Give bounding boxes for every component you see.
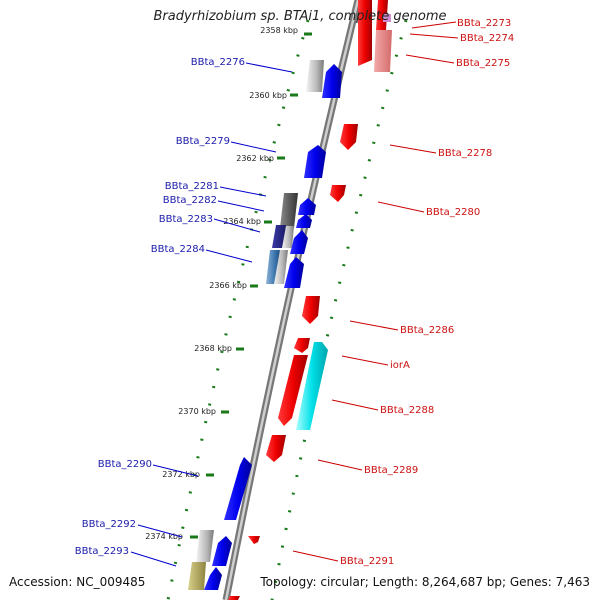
gene-bbta-2290-arrow[interactable]: [224, 457, 252, 520]
leader-line: [411, 21, 457, 29]
gene-small-pink-arrow[interactable]: [383, 14, 391, 22]
gene-label-bbta-2274[interactable]: BBta_2274: [460, 33, 514, 44]
gene-label-bbta-2282[interactable]: BBta_2282: [163, 195, 217, 206]
kbp-label: 2364 kbp: [223, 217, 261, 226]
outer-track-dots: [270, 19, 408, 600]
leader-line: [405, 54, 455, 64]
gene-bottom-partial-arrow[interactable]: [228, 596, 240, 600]
gene-label-iora[interactable]: iorA: [390, 360, 410, 371]
leader-line: [205, 249, 253, 263]
gene-bbta-2280-arrow[interactable]: [330, 185, 346, 202]
leader-line: [349, 320, 399, 331]
gene-label-bbta-2292[interactable]: BBta_2292: [82, 519, 136, 530]
gene-bbta-2276-arrow[interactable]: [322, 64, 342, 98]
kbp-label: 2362 kbp: [236, 154, 274, 163]
gene-label-bbta-2289[interactable]: BBta_2289: [364, 465, 418, 476]
leader-line: [389, 144, 437, 154]
gene-label-bbta-2283[interactable]: BBta_2283: [159, 214, 213, 225]
gene-bbta-2273-arrow[interactable]: [358, 0, 372, 66]
gene-bbta-2293-olive[interactable]: [188, 562, 206, 590]
leader-line: [341, 355, 389, 366]
kbp-label: 2372 kbp: [162, 470, 200, 479]
gene-bbta-2288-cyan-arrow[interactable]: [296, 342, 328, 430]
gene-bbta-2275-arrow[interactable]: [374, 30, 392, 72]
gene-bbta-2278-arrow[interactable]: [340, 124, 358, 150]
gene-bbta-2284-gray[interactable]: [274, 250, 288, 284]
leader-line: [317, 459, 363, 471]
gene-bbta-2284-arrow[interactable]: [284, 257, 304, 288]
kbp-label: 2368 kbp: [194, 344, 232, 353]
gene-label-bbta-2275[interactable]: BBta_2275: [456, 58, 510, 69]
leader-line: [217, 200, 265, 212]
gene-label-bbta-2281[interactable]: BBta_2281: [165, 181, 219, 192]
gene-label-bbta-2288[interactable]: BBta_2288: [380, 405, 434, 416]
gene-bbta-2286-arrow[interactable]: [302, 296, 320, 324]
map-title: Bradyrhizobium sp. BTAi1, complete genom…: [153, 9, 447, 24]
leader-line: [152, 464, 199, 477]
leader-line: [409, 33, 459, 39]
accession-text: Accession: NC_009485: [9, 575, 146, 589]
leader-line: [245, 62, 293, 73]
gene-bbta-2283-gray[interactable]: [282, 226, 294, 248]
gene-bbta-2289-arrow[interactable]: [266, 435, 286, 462]
gene-bbta-2292-arrow[interactable]: [212, 536, 232, 566]
kbp-label: 2370 kbp: [178, 407, 216, 416]
gene-bbta-2276-gray[interactable]: [306, 60, 324, 92]
kbp-label: 2358 kbp: [260, 26, 298, 35]
leader-line: [331, 399, 379, 411]
gene-bbta-2283b-arrow[interactable]: [290, 230, 308, 254]
gene-label-bbta-2286[interactable]: BBta_2286: [400, 325, 454, 336]
gene-bbta-2282-arrow[interactable]: [298, 198, 316, 215]
leader-line: [130, 551, 177, 567]
gene-bbta-2283-arrow[interactable]: [296, 214, 312, 228]
gene-bbta-2283-navy[interactable]: [272, 225, 286, 248]
gene-label-bbta-2290[interactable]: BBta_2290: [98, 459, 152, 470]
leader-line: [213, 218, 261, 233]
gene-label-bbta-2273[interactable]: BBta_2273: [457, 18, 511, 29]
gene-label-bbta-2293[interactable]: BBta_2293: [75, 546, 129, 557]
gene-label-bbta-2280[interactable]: BBta_2280: [426, 207, 480, 218]
gene-bbta-2288-red-arrow[interactable]: [278, 355, 308, 426]
topology-text: Topology: circular; Length: 8,264,687 bp…: [260, 575, 590, 589]
gene-label-bbta-2276[interactable]: BBta_2276: [191, 57, 245, 68]
leader-line: [230, 141, 277, 153]
kbp-ticks: [190, 32, 312, 539]
gene-bbta-2292-gray[interactable]: [196, 530, 214, 562]
gene-label-bbta-2284[interactable]: BBta_2284: [151, 244, 205, 255]
leader-line: [292, 550, 339, 562]
gene-bbta-2279-arrow[interactable]: [304, 145, 326, 178]
kbp-label: 2366 kbp: [209, 281, 247, 290]
gene-label-bbta-2279[interactable]: BBta_2279: [176, 136, 230, 147]
leader-line: [219, 186, 267, 197]
leader-line: [377, 201, 425, 213]
gene-bbta-2291-arrow[interactable]: [248, 536, 260, 544]
kbp-label: 2360 kbp: [249, 91, 287, 100]
gene-label-bbta-2278[interactable]: BBta_2278: [438, 148, 492, 159]
kbp-label: 2374 kbp: [145, 532, 183, 541]
plus-leader-lines: [130, 62, 293, 567]
gene-label-bbta-2291[interactable]: BBta_2291: [340, 556, 394, 567]
gene-bbta-2281-gray[interactable]: [280, 193, 298, 228]
gene-bbta-2293-arrow[interactable]: [204, 567, 222, 590]
minus-leader-lines: [292, 21, 459, 562]
gene-bbta-2274-arrow[interactable]: [376, 0, 388, 30]
gene-iora-arrow[interactable]: [294, 338, 310, 353]
leader-line: [137, 524, 183, 538]
